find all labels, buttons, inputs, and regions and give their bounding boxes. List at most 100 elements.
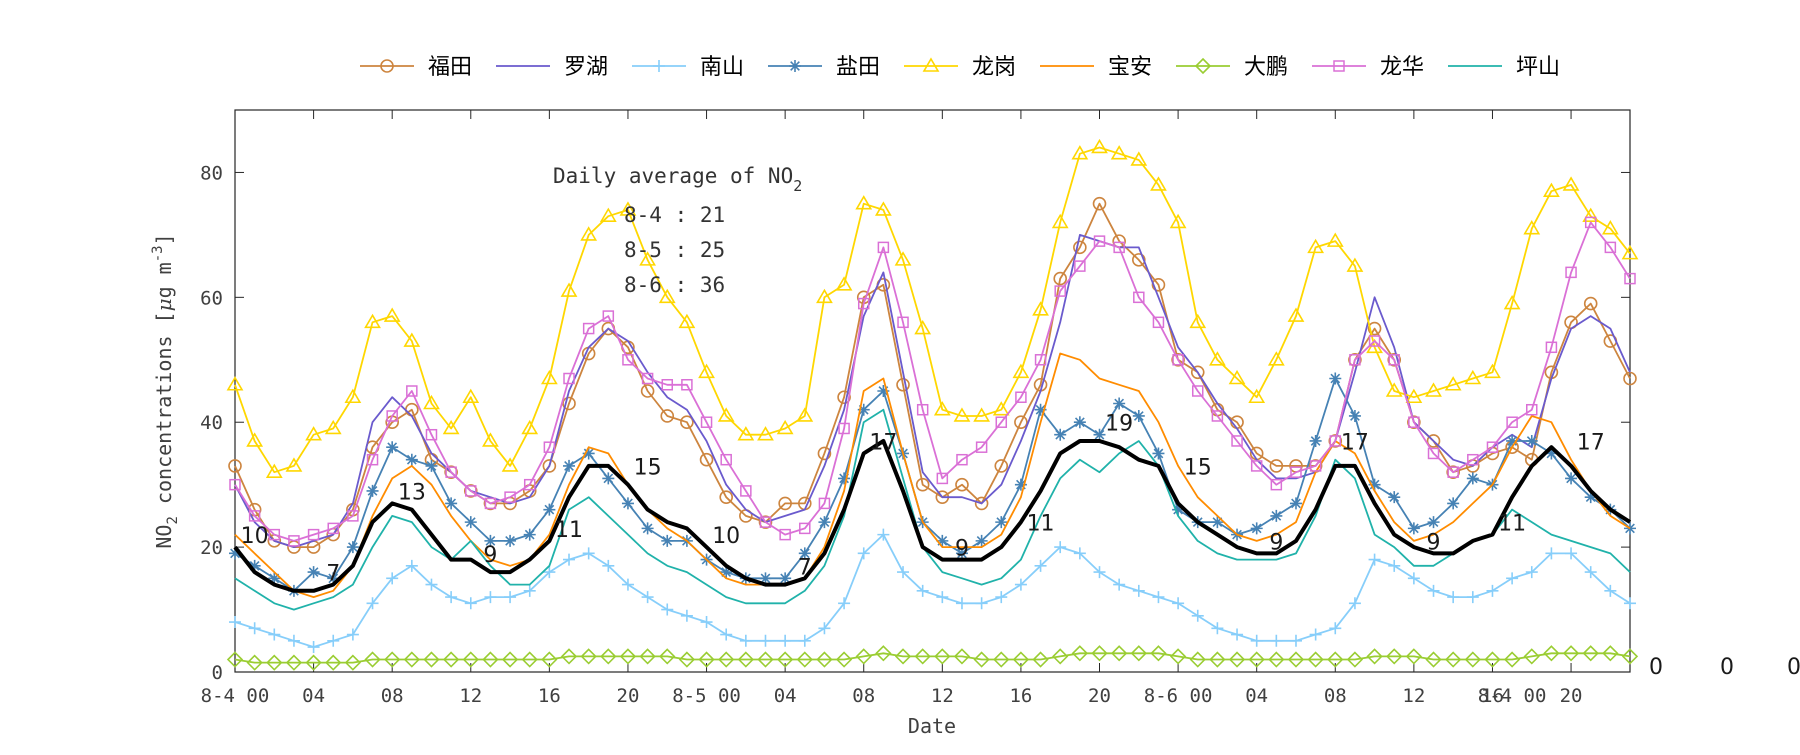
- series-point: [1545, 341, 1558, 354]
- series-point: [248, 622, 261, 635]
- series-point: [1583, 296, 1598, 311]
- series-point: [504, 534, 517, 547]
- series-point: [560, 648, 578, 665]
- series-point: [425, 428, 438, 441]
- y-axis-label-text: NO2 concentrations [μg m-3]: [150, 233, 181, 548]
- right-edge-label: 0: [1787, 655, 1800, 680]
- mean-value-label: 7: [798, 555, 812, 580]
- series-point: [914, 648, 931, 665]
- series-point: [1348, 597, 1361, 610]
- series-point: [798, 634, 811, 647]
- x-tick-label: 04: [774, 685, 797, 707]
- series-point: [307, 566, 320, 579]
- series-point: [445, 497, 458, 510]
- series-point: [653, 60, 665, 72]
- series-point: [501, 457, 519, 472]
- series-point: [955, 547, 968, 560]
- series-point: [1228, 369, 1246, 385]
- series-point: [1346, 651, 1364, 668]
- series-point: [1152, 591, 1165, 604]
- mean-value-label: 17: [1341, 430, 1369, 455]
- series-point: [1034, 559, 1047, 572]
- series-point: [1584, 216, 1597, 229]
- y-tick-label: 40: [200, 412, 223, 434]
- series-point: [1132, 253, 1146, 267]
- series-point: [1189, 651, 1206, 668]
- series-point: [1270, 478, 1283, 491]
- series-point: [955, 597, 968, 610]
- series-point: [1054, 285, 1066, 297]
- series-point: [543, 441, 556, 453]
- legend-label: 龙华: [1380, 55, 1424, 80]
- series-point: [1228, 651, 1246, 668]
- legend-item: 大鹏: [1176, 55, 1288, 80]
- series-point: [1270, 509, 1283, 522]
- series-point: [1624, 597, 1636, 610]
- series-point: [482, 651, 499, 668]
- series-line: [234, 533, 1631, 648]
- series-point: [366, 484, 379, 497]
- series-point: [1270, 634, 1283, 647]
- series-point: [955, 477, 969, 492]
- series-point: [796, 407, 814, 422]
- series-point: [916, 403, 929, 416]
- x-tick-label: 08: [381, 685, 404, 707]
- mean-value-label: 10: [712, 524, 740, 549]
- series-point: [1309, 460, 1322, 472]
- series-point: [307, 641, 320, 654]
- series-point: [975, 534, 988, 547]
- series-point: [423, 394, 440, 410]
- series-point: [759, 634, 772, 647]
- series-point: [1289, 634, 1302, 647]
- series-point: [600, 648, 617, 665]
- series-point: [1506, 434, 1519, 447]
- series-point: [1307, 238, 1325, 254]
- series-point: [934, 648, 951, 665]
- series-point: [1169, 213, 1187, 229]
- series-point: [1484, 363, 1501, 379]
- series-point: [757, 426, 774, 441]
- series-point: [619, 648, 637, 665]
- series-point: [1130, 645, 1147, 662]
- series-point: [1250, 634, 1263, 647]
- series-point: [1348, 409, 1361, 422]
- series-point: [1385, 382, 1403, 397]
- series-point: [305, 654, 322, 671]
- series-point: [779, 634, 792, 647]
- series-point: [994, 459, 1009, 473]
- x-tick-label: 8-5 00: [672, 685, 741, 707]
- series-point: [288, 535, 300, 547]
- series-point: [1387, 352, 1402, 367]
- series-point: [975, 597, 988, 610]
- series-point: [521, 651, 538, 668]
- series-point: [1388, 354, 1400, 366]
- series-point: [602, 559, 615, 572]
- series-point: [1074, 260, 1086, 272]
- series-point: [1348, 352, 1362, 367]
- series-point: [699, 452, 714, 467]
- series-point: [835, 651, 853, 668]
- series-point: [560, 282, 578, 297]
- series-point: [799, 522, 811, 535]
- series-point: [465, 485, 477, 497]
- x-tick-label: 20: [617, 685, 640, 707]
- x-tick-label: 8-6 00: [1144, 685, 1213, 707]
- x-tick-label: 8-4 00: [201, 685, 270, 707]
- legend-label: 大鹏: [1244, 55, 1288, 80]
- x-tick-label: 16: [1481, 685, 1504, 707]
- series-point: [1545, 547, 1558, 560]
- series-point: [875, 645, 892, 662]
- series-point: [599, 207, 617, 222]
- series-point: [327, 522, 339, 535]
- series-point: [1132, 409, 1145, 422]
- series-point: [1093, 235, 1106, 247]
- series-point: [619, 201, 637, 216]
- series-point: [1073, 416, 1086, 429]
- series-point: [1015, 391, 1027, 403]
- series-point: [993, 651, 1010, 668]
- series-point: [1367, 321, 1382, 336]
- series-point: [1111, 645, 1128, 662]
- series-point: [1545, 447, 1558, 460]
- plot-frame: [234, 109, 1631, 673]
